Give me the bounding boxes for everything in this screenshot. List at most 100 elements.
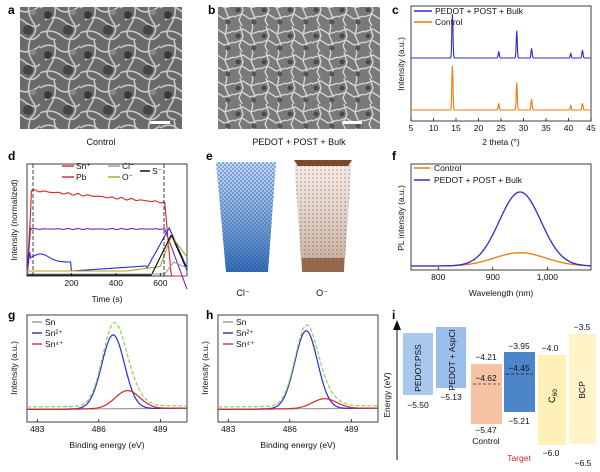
plot-frame [410, 163, 592, 271]
energy-level-diagram: Energy (eV) PEDOT:PSS −5.50 PEDOT + AspC… [382, 320, 596, 468]
y-axis-label: Intensity (a.u.) [9, 341, 19, 395]
plot-frame [26, 163, 188, 277]
x-axis-label: 2 theta (°) [482, 137, 520, 147]
x-tick-label: 900 [486, 272, 500, 282]
o-bottom-layer [302, 258, 344, 272]
panel-label-e: e [206, 149, 213, 163]
legend-label: PEDOT + POST + Bulk [435, 6, 524, 16]
y-axis-label: PL intensity (a.u.) [396, 185, 406, 251]
pl-line-1 [411, 191, 592, 267]
y-axis-label: Energy (eV) [382, 372, 392, 418]
panel-label-g: g [8, 308, 15, 322]
x-tick-label: 5 [409, 123, 414, 133]
x-tick-label: 483 [221, 424, 235, 434]
cl-volume-shade [216, 162, 276, 272]
legend-label: PEDOT + POST + Bulk [434, 175, 523, 185]
panel-label-h: h [206, 308, 213, 322]
x-tick-label: 800 [431, 272, 445, 282]
legend-label: Sn⁺ [76, 161, 91, 171]
band-pedot-aspcl [436, 327, 466, 388]
plot-frame [26, 314, 188, 423]
legend-label: Control [435, 17, 463, 27]
render-label-o: O⁻ [316, 288, 328, 298]
legend-label: Control [434, 163, 462, 173]
y-axis-label: Intensity (normalized) [9, 179, 19, 260]
energy-axis-arrow [393, 320, 401, 330]
panel-a-caption: Control [86, 137, 115, 147]
x-tick-label: 10 [429, 123, 439, 133]
x-tick-label: 486 [283, 424, 297, 434]
band-label-pedot-aspcl: PEDOT + AspCl [447, 329, 457, 390]
scale-bar [342, 121, 362, 124]
plot-frame [217, 314, 379, 423]
homo-label: −6.0 [543, 448, 560, 458]
lumo-label: −3.95 [508, 341, 530, 351]
band-label-bcp: BCP [577, 381, 587, 399]
fit-envelope-line [218, 324, 378, 408]
tof-sims-chart: Sn⁺ Cl⁻ S⁻ Pb O⁻ 200 400 600 Time (s) Inte… [9, 161, 188, 304]
group-label-control: Control [472, 436, 500, 446]
pl-chart: Control PEDOT + POST + Bulk 800 900 1,000 … [396, 163, 592, 298]
x-axis-label: Binding energy (eV) [69, 440, 144, 450]
sem-image-control [20, 7, 182, 129]
xrd-chart: PEDOT + POST + Bulk Control 5 10 15 20 25 30 3… [396, 5, 596, 147]
y-axis-label: Intensity (a.u.) [396, 37, 406, 91]
x-tick-label: 45 [586, 123, 596, 133]
sn4-line [218, 398, 378, 410]
band-pedot-pss [403, 333, 433, 395]
x-tick-label: 20 [474, 123, 484, 133]
sn4-line [27, 390, 187, 410]
pb-line [26, 226, 188, 290]
panel-label-f: f [392, 149, 397, 163]
lumo-label: −3.5 [574, 322, 591, 332]
o-volume-shade [294, 160, 352, 272]
pl-line-0 [411, 252, 591, 267]
homo-label: −5.21 [508, 416, 530, 426]
tof-3d-render-cl [216, 162, 276, 272]
xps-chart-control: Sn Sn²⁺ Sn⁴⁺ 483 486 489 Binding energy (e… [9, 314, 188, 450]
s-line [26, 226, 188, 277]
legend-label: Sn [236, 317, 247, 327]
tof-3d-render-o [294, 160, 352, 272]
x-tick-label: 15 [451, 123, 461, 133]
legend-label: Cl⁻ [122, 161, 135, 171]
homo-label: −5.50 [407, 400, 429, 410]
panel-label-b: b [208, 3, 215, 17]
legend-label: Sn²⁺ [236, 328, 254, 338]
panel-label-c: c [392, 3, 399, 17]
sem-image-target [218, 7, 380, 129]
xps-chart-target: Sn Sn²⁺ Sn⁴⁺ 483 486 489 Binding energy (e… [200, 314, 379, 450]
fermi-label: −4.45 [508, 363, 530, 373]
x-tick-label: 35 [541, 123, 551, 133]
homo-label: −5.47 [475, 425, 497, 435]
x-axis-label: Wavelength (nm) [469, 288, 534, 298]
x-tick-label: 30 [519, 123, 529, 133]
homo-label: −5.13 [440, 392, 462, 402]
x-tick-label: 400 [109, 278, 123, 288]
band-target [504, 352, 535, 412]
legend-label: Sn²⁺ [45, 328, 63, 338]
group-label-target: Target [507, 453, 531, 463]
x-tick-label: 486 [92, 424, 106, 434]
legend-label: S⁻ [152, 166, 163, 176]
panel-label-i: i [392, 308, 395, 322]
band-label-pedot-pss: PEDOT:PSS [413, 344, 423, 392]
band-control [471, 364, 502, 424]
legend-label: Sn [45, 317, 56, 327]
panel-label-a: a [8, 3, 15, 17]
x-tick-label: 1,000 [537, 272, 559, 282]
x-tick-label: 200 [64, 278, 78, 288]
cl-line [27, 261, 188, 275]
s2-line [27, 234, 188, 276]
y-axis-label: Intensity (a.u.) [200, 341, 210, 395]
lumo-label: −4.21 [475, 352, 497, 362]
x-tick-label: 483 [30, 424, 44, 434]
x-tick-label: 489 [153, 424, 167, 434]
legend-label: Pb [76, 172, 87, 182]
x-axis-label: Time (s) [92, 294, 123, 304]
homo-label: −6.5 [575, 458, 592, 468]
scale-bar [150, 121, 170, 124]
legend-label: O⁻ [122, 172, 134, 182]
x-tick-label: 25 [496, 123, 506, 133]
